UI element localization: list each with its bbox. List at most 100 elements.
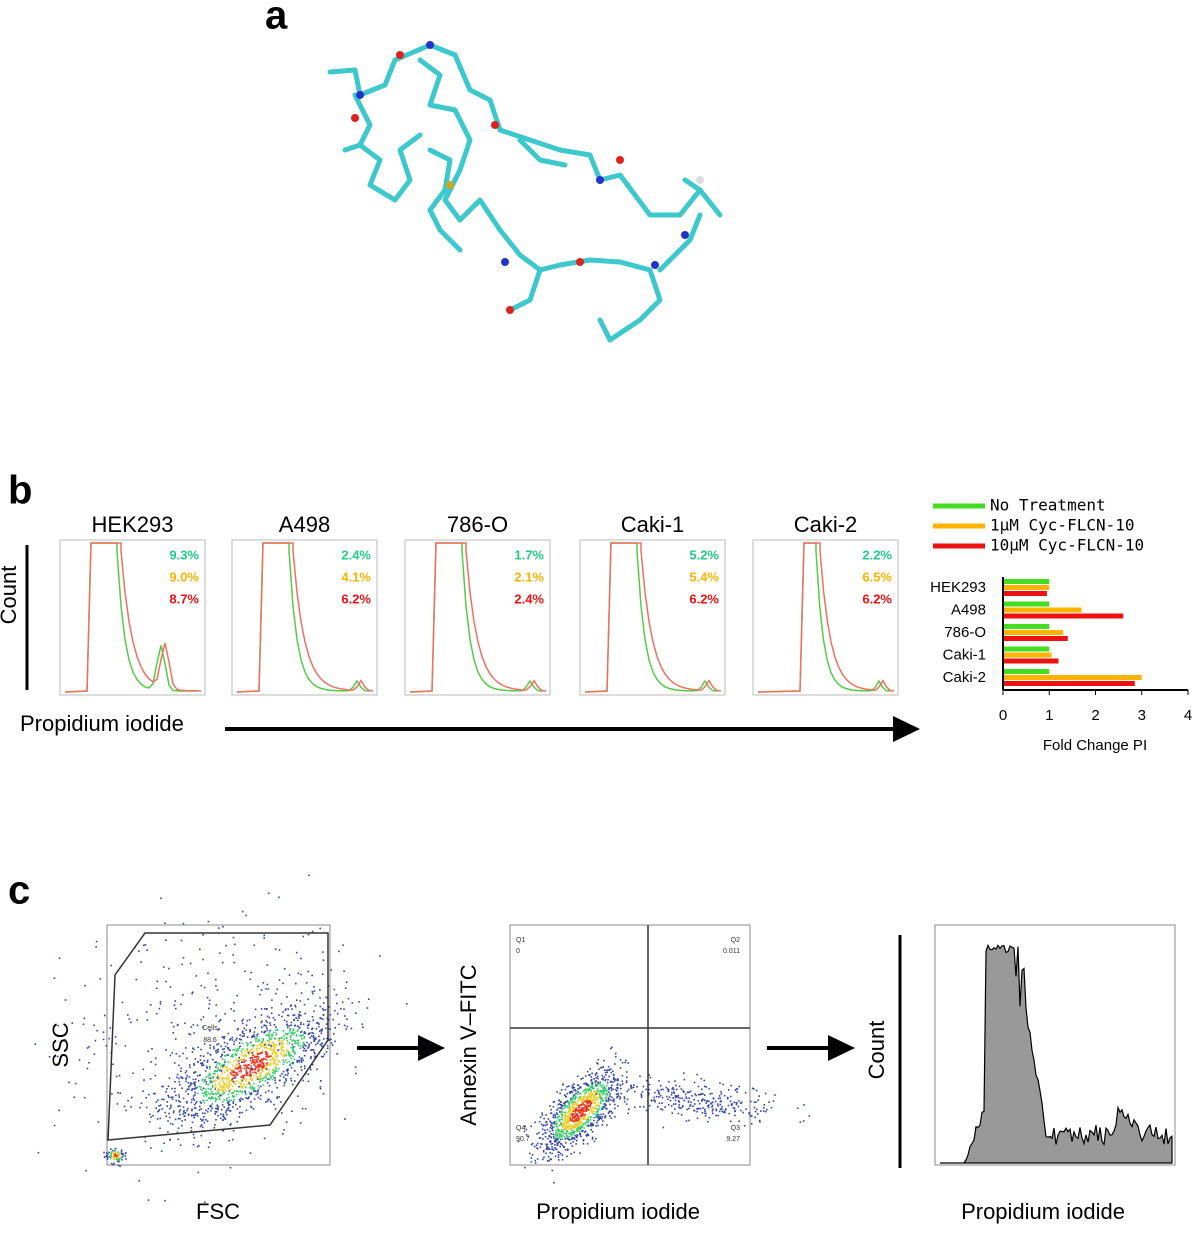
- event-dot: [685, 1120, 688, 1122]
- event-dot: [204, 1201, 206, 1203]
- event-dot: [320, 1017, 322, 1020]
- event-dot: [579, 1111, 581, 1114]
- event-dot: [683, 1078, 686, 1081]
- atom: [426, 41, 434, 49]
- event-dot: [230, 1080, 232, 1082]
- event-dot: [145, 1106, 148, 1109]
- event-dot: [564, 1088, 567, 1091]
- event-dot: [237, 1081, 240, 1084]
- event-dot: [607, 1079, 609, 1081]
- event-dot: [115, 1042, 117, 1045]
- event-dot: [572, 1086, 574, 1088]
- event-dot: [325, 1027, 327, 1030]
- event-dot: [303, 1044, 306, 1046]
- event-dot: [561, 1116, 563, 1119]
- event-dot: [321, 1028, 323, 1030]
- event-dot: [583, 1131, 586, 1133]
- event-dot: [614, 1107, 616, 1110]
- event-dot: [278, 1049, 280, 1051]
- event-dot: [295, 951, 298, 954]
- event-dot: [255, 1073, 258, 1076]
- event-dot: [605, 1074, 607, 1076]
- event-dot: [86, 1067, 89, 1070]
- event-dot: [556, 1142, 558, 1145]
- event-dot: [593, 1078, 595, 1080]
- event-dot: [222, 1066, 225, 1068]
- event-dot: [214, 1070, 216, 1073]
- event-dot: [214, 1088, 217, 1091]
- event-dot: [593, 1140, 596, 1143]
- event-dot: [147, 1199, 150, 1201]
- event-dot: [233, 1043, 235, 1046]
- event-dot: [317, 1025, 320, 1028]
- event-dot: [571, 1119, 573, 1122]
- event-dot: [232, 936, 235, 939]
- event-dot: [265, 1043, 268, 1046]
- event-dot: [239, 1069, 242, 1071]
- event-dot: [276, 1096, 279, 1098]
- event-dot: [169, 1107, 171, 1110]
- event-dot: [657, 1090, 660, 1092]
- event-dot: [577, 1129, 579, 1132]
- event-dot: [238, 1086, 240, 1088]
- event-dot: [264, 1024, 266, 1026]
- event-dot: [559, 1152, 562, 1155]
- event-dot: [218, 1020, 220, 1023]
- event-dot: [321, 1030, 323, 1032]
- event-dot: [288, 1042, 291, 1044]
- event-dot: [225, 1090, 227, 1092]
- event-dot: [601, 1078, 603, 1081]
- event-dot: [564, 1106, 567, 1108]
- event-dot: [268, 1063, 271, 1065]
- event-dot: [595, 1137, 597, 1140]
- event-dot: [661, 1102, 663, 1104]
- event-dot: [574, 1089, 576, 1091]
- event-dot: [300, 1034, 303, 1037]
- event-dot: [548, 1140, 551, 1143]
- event-dot: [199, 1088, 202, 1090]
- event-dot: [118, 1154, 120, 1157]
- event-dot: [566, 1155, 568, 1158]
- event-dot: [296, 1042, 298, 1044]
- event-dot: [749, 1115, 752, 1117]
- event-dot: [576, 1129, 578, 1132]
- event-dot: [229, 1103, 231, 1106]
- event-dot: [270, 1012, 273, 1015]
- event-dot: [596, 1084, 599, 1087]
- event-dot: [557, 1115, 560, 1118]
- event-dot: [276, 1028, 279, 1031]
- event-dot: [165, 980, 167, 983]
- event-dot: [608, 1075, 610, 1078]
- event-dot: [755, 1089, 758, 1092]
- event-dot: [614, 1078, 617, 1081]
- event-dot: [241, 1035, 244, 1037]
- event-dot: [155, 1107, 157, 1109]
- event-dot: [223, 1117, 226, 1119]
- event-dot: [623, 1100, 626, 1103]
- event-dot: [311, 930, 314, 933]
- event-dot: [241, 1030, 244, 1032]
- event-dot: [677, 1094, 680, 1097]
- event-dot: [554, 1113, 556, 1116]
- event-dot: [648, 1074, 650, 1076]
- event-dot: [619, 1059, 622, 1061]
- event-dot: [308, 1020, 311, 1023]
- event-dot: [254, 1038, 257, 1040]
- event-dot: [225, 1111, 227, 1114]
- event-dot: [252, 1108, 255, 1110]
- event-dot: [560, 1104, 562, 1106]
- event-dot: [276, 1029, 279, 1031]
- event-dot: [324, 1009, 327, 1011]
- event-dot: [577, 1091, 580, 1093]
- event-dot: [174, 1090, 176, 1093]
- event-dot: [147, 1050, 149, 1053]
- event-dot: [591, 1138, 594, 1140]
- event-dot: [210, 1092, 213, 1095]
- event-dot: [330, 1042, 333, 1044]
- event-dot: [674, 1103, 677, 1105]
- event-dot: [207, 1087, 210, 1090]
- event-dot: [612, 1078, 615, 1080]
- bar: [1003, 669, 1050, 674]
- event-dot: [300, 1058, 302, 1060]
- event-dot: [569, 1108, 571, 1111]
